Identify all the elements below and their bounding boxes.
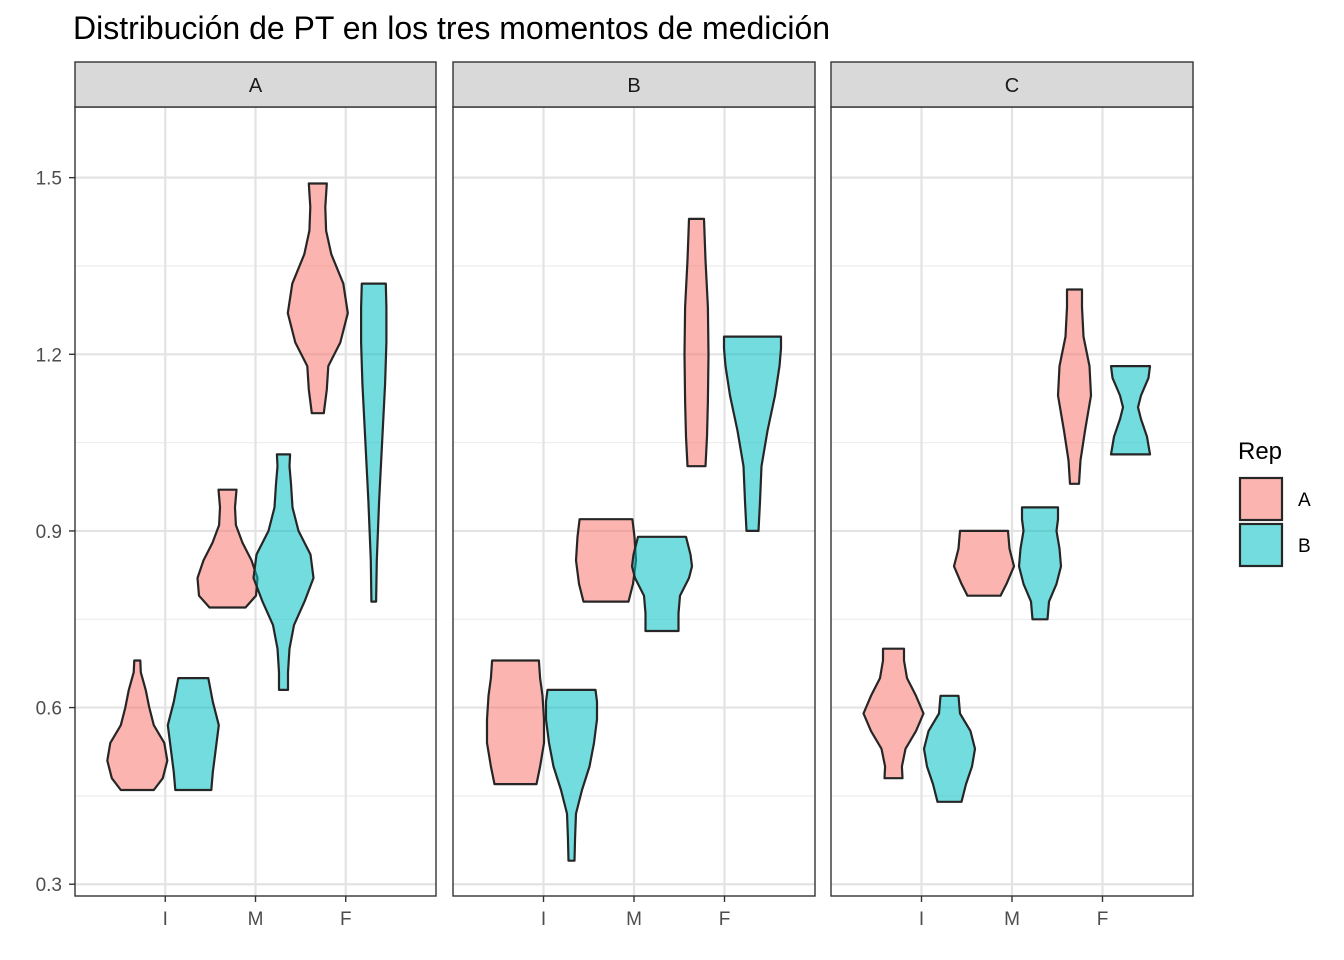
facet-strip <box>452 61 816 108</box>
facet-panel-c: C I M F <box>830 61 1194 930</box>
violin-b-i-rep-b <box>544 688 599 862</box>
legend-label-a: A <box>1298 490 1311 511</box>
violin-c-f-rep-b <box>1109 365 1152 456</box>
facet-panel-a: A I M F <box>74 61 437 930</box>
violin-c-m-rep-a <box>952 529 1016 597</box>
violin-c-m-rep-b <box>1017 506 1063 621</box>
legend-key-a <box>1238 476 1284 522</box>
facet-panel-b: B I M F <box>452 61 816 930</box>
violin-a-i-rep-b <box>166 677 220 792</box>
y-tick-label: 1.5 <box>36 169 62 190</box>
violin-a-i-rep-a <box>106 659 169 792</box>
violin-b-m-rep-b <box>630 535 694 633</box>
x-tick-label: I <box>541 909 546 930</box>
violin-b-f-rep-a <box>683 217 710 468</box>
violin-a-f-rep-b <box>360 282 388 603</box>
legend: Rep A B <box>1238 438 1311 568</box>
legend-label-b: B <box>1298 536 1311 557</box>
facet-label: B <box>627 75 640 97</box>
facet-panels: A I M F B I M F C I M F <box>74 61 1194 930</box>
violin-a-m-rep-a <box>196 488 259 609</box>
violin-b-f-rep-b <box>722 335 783 532</box>
y-tick-label: 0.6 <box>36 699 62 720</box>
violin-c-f-rep-a <box>1056 288 1093 485</box>
facet-label: C <box>1005 75 1019 97</box>
violin-a-f-rep-a <box>286 182 349 415</box>
x-tick-label: M <box>248 909 264 930</box>
legend-title: Rep <box>1238 438 1282 465</box>
x-tick-label: F <box>1097 909 1109 930</box>
y-tick-label: 0.3 <box>36 875 62 896</box>
legend-key-b <box>1238 522 1284 568</box>
x-tick-label: M <box>1004 909 1020 930</box>
violin-a-m-rep-b <box>252 453 315 691</box>
x-tick-label: F <box>340 909 352 930</box>
x-tick-label: I <box>163 909 168 930</box>
violin-b-i-rep-a <box>485 659 546 786</box>
facet-strip <box>830 61 1194 108</box>
y-tick-label: 0.9 <box>36 522 62 543</box>
facet-label: A <box>249 75 263 97</box>
x-tick-label: M <box>626 909 642 930</box>
facet-strip <box>74 61 437 108</box>
x-tick-label: F <box>719 909 731 930</box>
violin-c-i-rep-b <box>922 694 977 803</box>
y-tick-label: 1.2 <box>36 345 62 366</box>
violin-b-m-rep-a <box>574 518 638 603</box>
chart-title: Distribución de PT en los tres momentos … <box>73 10 830 46</box>
x-tick-label: I <box>919 909 924 930</box>
y-axis: 0.3 0.6 0.9 1.2 1.5 <box>36 169 75 896</box>
violin-c-i-rep-a <box>862 647 925 780</box>
